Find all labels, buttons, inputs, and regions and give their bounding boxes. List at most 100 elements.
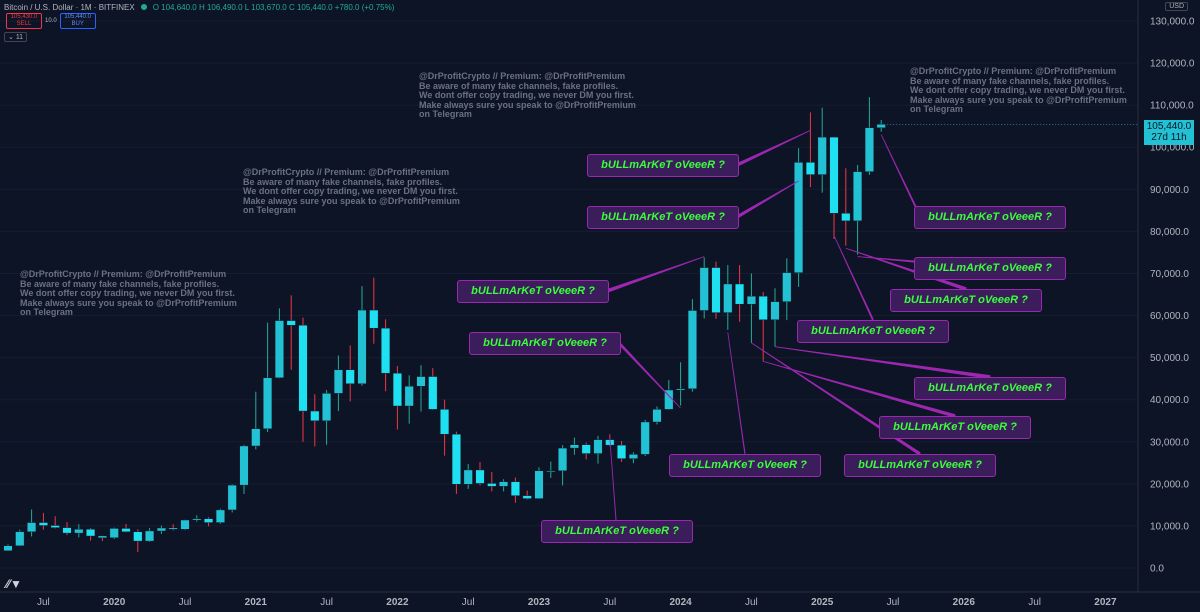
- candle-body: [286, 320, 296, 326]
- candle: [652, 406, 662, 425]
- candle-body: [74, 529, 84, 534]
- candle-body: [593, 439, 603, 454]
- y-tick-label: 10,000.0: [1150, 521, 1189, 532]
- annotation-label[interactable]: bULLmArKeT oVeeeR ?: [914, 377, 1066, 400]
- candle-body: [782, 272, 792, 302]
- annotation-label[interactable]: bULLmArKeT oVeeeR ?: [844, 454, 996, 477]
- y-tick-label: 60,000.0: [1150, 311, 1189, 322]
- buy-price: 105,440.0: [64, 14, 92, 20]
- candle: [829, 136, 839, 239]
- candle-body: [558, 447, 568, 472]
- candle: [345, 345, 355, 402]
- sell-button[interactable]: 105,430.0 SELL: [6, 13, 42, 29]
- candle: [758, 291, 768, 362]
- buy-button[interactable]: 105,440.0 BUY: [59, 13, 96, 29]
- candle: [770, 288, 780, 347]
- annotation-leader: [618, 340, 681, 409]
- candle-body: [652, 409, 662, 423]
- candle-body: [168, 527, 178, 530]
- candle-body: [770, 301, 780, 320]
- annotation-label[interactable]: bULLmArKeT oVeeeR ?: [914, 257, 1066, 280]
- candle-body: [451, 433, 461, 485]
- annotation-label[interactable]: bULLmArKeT oVeeeR ?: [541, 520, 693, 543]
- candle-body: [522, 495, 532, 499]
- candle-body: [617, 444, 627, 459]
- candle-body: [794, 162, 804, 273]
- x-tick-label: 2027: [1094, 597, 1117, 608]
- last-price-tag: 105,440.0 27d 11h: [1144, 120, 1194, 145]
- candle: [404, 375, 414, 424]
- indicators-toggle[interactable]: ⌄ 11: [4, 32, 28, 42]
- y-tick-label: 130,000.0: [1150, 17, 1195, 28]
- annotation-label[interactable]: bULLmArKeT oVeeeR ?: [587, 154, 739, 177]
- candle-body: [687, 310, 697, 389]
- candle-body: [805, 162, 815, 175]
- grid-lines: [0, 20, 1138, 569]
- candle-body: [27, 522, 37, 533]
- candle: [499, 479, 509, 492]
- annotation-label[interactable]: bULLmArKeT oVeeeR ?: [669, 454, 821, 477]
- candle: [145, 528, 155, 542]
- candle: [534, 467, 544, 499]
- candle: [451, 431, 461, 494]
- annotation-leader: [609, 437, 617, 522]
- candle: [215, 508, 225, 524]
- candle: [475, 461, 485, 486]
- annotation-label[interactable]: bULLmArKeT oVeeeR ?: [587, 206, 739, 229]
- candle-body: [239, 445, 249, 486]
- candle: [322, 390, 332, 445]
- annotation-label[interactable]: bULLmArKeT oVeeeR ?: [879, 416, 1031, 439]
- candle: [735, 265, 745, 322]
- annotation-label[interactable]: bULLmArKeT oVeeeR ?: [469, 332, 621, 355]
- candle-body: [817, 136, 827, 175]
- candle-body: [723, 283, 733, 313]
- annotation-leaders: [606, 130, 991, 522]
- candle-body: [581, 444, 591, 454]
- candle-body: [310, 410, 320, 421]
- candle: [97, 535, 107, 542]
- candle: [687, 299, 697, 392]
- y-tick-label: 70,000.0: [1150, 269, 1189, 280]
- annotation-label[interactable]: bULLmArKeT oVeeeR ?: [890, 289, 1042, 312]
- sell-price: 105,430.0: [10, 14, 38, 20]
- annotation-label[interactable]: bULLmArKeT oVeeeR ?: [914, 206, 1066, 229]
- candle-body: [133, 531, 143, 542]
- trade-buttons: 105,430.0 SELL 10.0 105,440.0 BUY: [6, 13, 96, 29]
- candle: [628, 452, 638, 464]
- candle: [782, 258, 792, 321]
- candle: [617, 440, 627, 462]
- candle: [853, 164, 863, 255]
- annotation-label[interactable]: bULLmArKeT oVeeeR ?: [457, 280, 609, 303]
- annotation-leader: [727, 332, 746, 456]
- candle: [27, 509, 37, 537]
- candle-body: [864, 127, 874, 172]
- candle: [711, 261, 721, 319]
- symbol-title[interactable]: Bitcoin / U.S. Dollar · 1M · BITFINEX: [4, 2, 135, 12]
- x-tick-label: 2024: [669, 597, 692, 608]
- candle: [864, 97, 874, 176]
- candle: [640, 419, 650, 457]
- candle-body: [841, 213, 851, 222]
- candle: [392, 366, 402, 430]
- annotation-label[interactable]: bULLmArKeT oVeeeR ?: [797, 320, 949, 343]
- candle: [510, 477, 520, 503]
- y-tick-label: 80,000.0: [1150, 227, 1189, 238]
- candle: [310, 394, 320, 447]
- candle: [50, 516, 60, 529]
- candle: [204, 517, 214, 527]
- candle-body: [699, 267, 709, 311]
- tradingview-logo-icon[interactable]: ⁄⁄▼: [6, 577, 22, 591]
- candle-body: [345, 369, 355, 384]
- y-tick-label: 100,000.0: [1150, 143, 1195, 154]
- currency-selector[interactable]: USD: [1165, 2, 1188, 11]
- candle-body: [569, 444, 579, 449]
- candle-body: [676, 388, 686, 391]
- candle: [546, 461, 556, 478]
- y-tick-label: 20,000.0: [1150, 479, 1189, 490]
- y-tick-label: 110,000.0: [1150, 101, 1194, 112]
- bar-countdown: 27d 11h: [1151, 132, 1187, 143]
- candle: [109, 527, 119, 539]
- y-tick-label: 40,000.0: [1150, 395, 1189, 406]
- candle-body: [546, 470, 556, 473]
